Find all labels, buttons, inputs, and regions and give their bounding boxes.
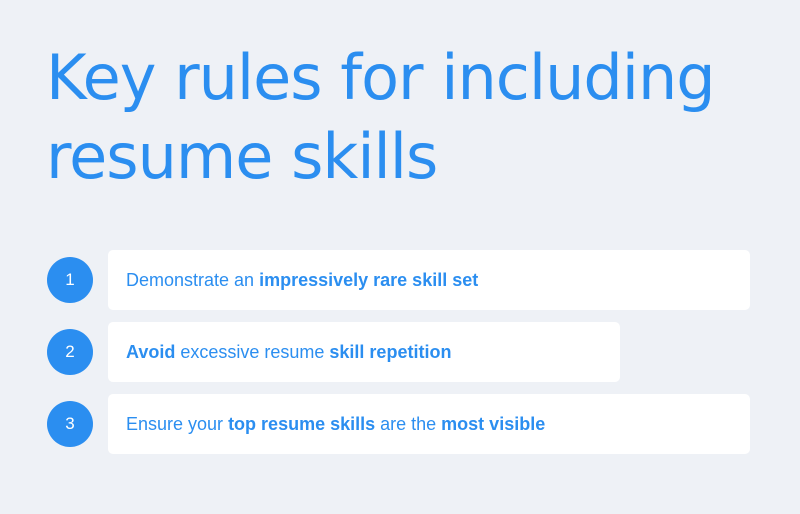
rule-text-emphasis: skill repetition [329,342,452,362]
rule-text: Ensure your [126,414,229,434]
rule-number-badge: 3 [47,401,93,447]
rule-text-emphasis: top resume skills [228,414,376,434]
rule-text: Demonstrate an [126,270,260,290]
rule-text-emphasis: Avoid [126,342,176,362]
rule-number-badge: 1 [47,257,93,303]
rule-text-emphasis: impressively rare skill set [259,270,479,290]
page-title: Key rules for including resume skills [46,41,716,193]
rule-text-emphasis: most visible [441,414,546,434]
rule-card: Avoid excessive resume skill repetition [108,322,620,382]
rule-card: Ensure your top resume skills are the mo… [108,394,750,454]
rule-card: Demonstrate an impressively rare skill s… [108,250,750,310]
rule-text: are the [375,414,442,434]
rule-number-badge: 2 [47,329,93,375]
rule-text: excessive resume [175,342,330,362]
